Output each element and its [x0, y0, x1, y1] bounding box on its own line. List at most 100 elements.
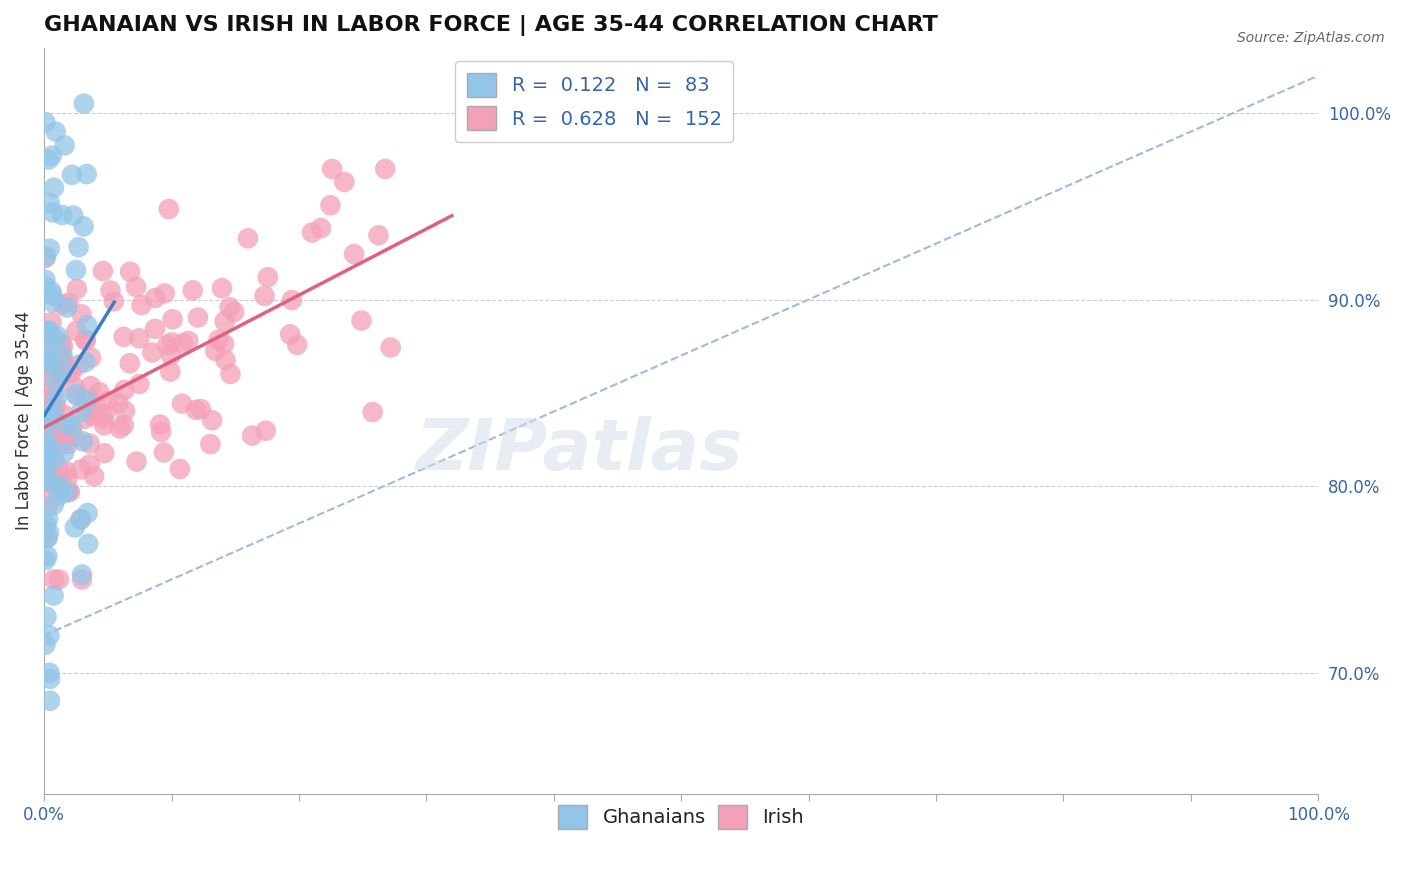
Point: [157, 202, 180, 216]
Point: [256, 270, 278, 285]
Point: [374, 161, 396, 176]
Point: [70, 573, 93, 587]
Point: [172, 336, 194, 351]
Point: [42, 180, 65, 194]
Point: [35, 450, 58, 465]
Point: [131, 298, 153, 312]
Point: [48, 489, 70, 503]
Point: [97, 394, 120, 409]
Point: [75, 334, 97, 348]
Point: [35, 250, 58, 264]
Point: [49, 474, 72, 488]
Point: [51, 348, 73, 362]
Point: [253, 289, 276, 303]
Point: [67, 240, 90, 254]
Point: [218, 300, 240, 314]
Point: [38, 196, 60, 211]
Point: [76, 318, 98, 333]
Point: [80, 351, 103, 365]
Point: [177, 334, 200, 348]
Point: [254, 424, 277, 438]
Point: [112, 330, 135, 344]
Point: [39, 451, 62, 466]
Point: [65, 387, 87, 401]
Point: [281, 293, 304, 307]
Point: [187, 310, 209, 325]
Point: [65, 263, 87, 277]
Point: [108, 421, 131, 435]
Point: [38, 242, 60, 256]
Point: [160, 348, 183, 362]
Point: [70, 462, 93, 476]
Point: [170, 396, 193, 410]
Point: [321, 161, 343, 176]
Point: [100, 284, 122, 298]
Point: [42, 408, 65, 422]
Point: [35, 336, 58, 351]
Point: [143, 322, 166, 336]
Point: [156, 338, 179, 352]
Text: Source: ZipAtlas.com: Source: ZipAtlas.com: [1237, 31, 1385, 45]
Point: [94, 407, 117, 421]
Point: [37, 423, 59, 437]
Point: [181, 284, 204, 298]
Point: [37, 512, 59, 526]
Point: [42, 573, 65, 587]
Point: [52, 339, 75, 353]
Point: [60, 422, 83, 436]
Point: [236, 231, 259, 245]
Point: [59, 484, 82, 499]
Point: [37, 355, 59, 369]
Point: [38, 628, 60, 642]
Point: [65, 324, 87, 338]
Point: [86, 406, 108, 420]
Point: [120, 265, 142, 279]
Point: [73, 219, 96, 234]
Point: [35, 609, 58, 624]
Point: [51, 361, 73, 376]
Point: [38, 153, 60, 167]
Point: [91, 264, 114, 278]
Point: [46, 329, 69, 343]
Point: [66, 282, 89, 296]
Point: [128, 331, 150, 345]
Point: [141, 345, 163, 359]
Point: [34, 470, 56, 484]
Point: [34, 410, 56, 425]
Point: [45, 125, 67, 139]
Point: [34, 528, 56, 542]
Point: [52, 356, 75, 370]
Point: [34, 444, 56, 458]
Point: [39, 386, 62, 401]
Point: [93, 418, 115, 433]
Point: [69, 512, 91, 526]
Point: [200, 437, 222, 451]
Point: [34, 280, 56, 294]
Point: [53, 138, 76, 153]
Point: [44, 452, 66, 467]
Point: [128, 377, 150, 392]
Point: [48, 573, 70, 587]
Point: [34, 467, 56, 481]
Point: [37, 404, 59, 418]
Point: [37, 500, 59, 514]
Point: [80, 393, 103, 408]
Point: [62, 429, 84, 443]
Point: [37, 473, 59, 487]
Point: [204, 344, 226, 359]
Point: [380, 341, 402, 355]
Point: [58, 484, 80, 499]
Point: [76, 393, 98, 408]
Point: [60, 168, 83, 182]
Point: [45, 398, 67, 412]
Point: [125, 455, 148, 469]
Point: [38, 470, 60, 484]
Point: [37, 325, 59, 339]
Point: [42, 498, 65, 512]
Point: [278, 327, 301, 342]
Point: [42, 370, 65, 384]
Point: [77, 537, 100, 551]
Point: [55, 417, 77, 432]
Point: [207, 333, 229, 347]
Point: [53, 433, 76, 447]
